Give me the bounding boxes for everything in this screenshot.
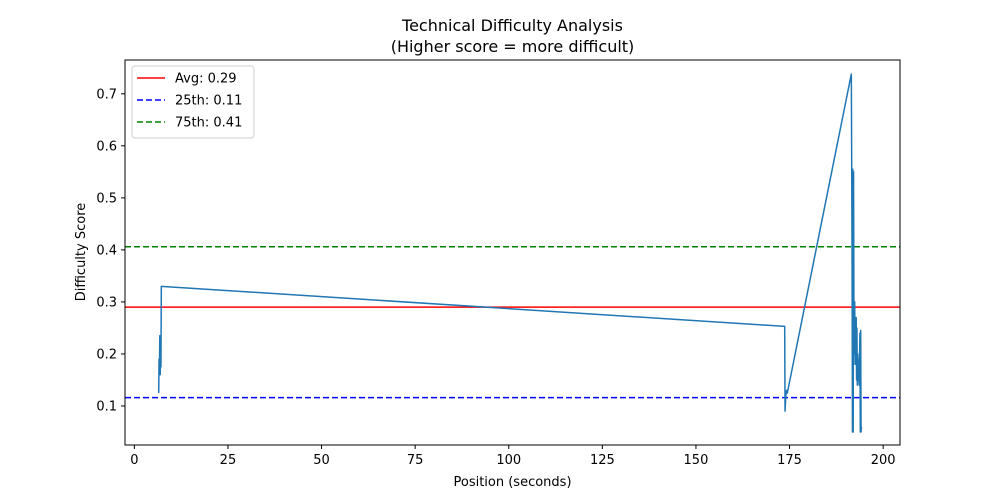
legend-label-0: Avg: 0.29 bbox=[175, 72, 237, 87]
y-tick-label: 0.6 bbox=[96, 139, 117, 154]
legend: Avg: 0.29 25th: 0.11 75th: 0.41 bbox=[131, 65, 255, 139]
x-tick-label: 50 bbox=[313, 453, 330, 468]
y-tick-label: 0.7 bbox=[96, 87, 117, 102]
legend-label-1: 25th: 0.11 bbox=[175, 94, 242, 109]
y-axis: 0.1 0.2 0.3 0.4 0.5 0.6 0.7 bbox=[96, 87, 125, 414]
y-axis-label: Difficulty Score bbox=[74, 203, 89, 302]
chart-subtitle: (Higher score = more difficult) bbox=[391, 37, 635, 56]
x-tick-label: 100 bbox=[496, 453, 521, 468]
x-axis: 0 25 50 75 100 125 150 175 200 bbox=[130, 445, 896, 468]
x-tick-label: 175 bbox=[777, 453, 802, 468]
legend-box bbox=[131, 65, 255, 139]
legend-label-2: 75th: 0.41 bbox=[175, 116, 242, 131]
y-tick-label: 0.1 bbox=[96, 399, 117, 414]
plot-area bbox=[125, 73, 900, 433]
y-tick-label: 0.2 bbox=[96, 347, 117, 362]
x-tick-label: 125 bbox=[590, 453, 615, 468]
chart-title: Technical Difficulty Analysis bbox=[401, 16, 623, 35]
y-tick-label: 0.5 bbox=[96, 191, 117, 206]
x-tick-label: 0 bbox=[130, 453, 138, 468]
x-tick-label: 200 bbox=[871, 453, 896, 468]
x-tick-label: 75 bbox=[407, 453, 424, 468]
y-tick-label: 0.4 bbox=[96, 243, 117, 258]
x-tick-label: 150 bbox=[684, 453, 709, 468]
series-line-0 bbox=[157, 73, 863, 433]
y-tick-label: 0.3 bbox=[96, 295, 117, 310]
x-tick-label: 25 bbox=[220, 453, 237, 468]
x-axis-label: Position (seconds) bbox=[453, 475, 571, 490]
axes-frame bbox=[124, 59, 901, 446]
